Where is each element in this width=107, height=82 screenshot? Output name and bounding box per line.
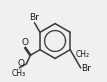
Text: O: O bbox=[21, 38, 28, 47]
Text: Br: Br bbox=[29, 13, 39, 22]
Text: CH₃: CH₃ bbox=[12, 69, 26, 78]
Text: O: O bbox=[18, 59, 25, 68]
Text: CH₂: CH₂ bbox=[76, 50, 90, 59]
Text: Br: Br bbox=[81, 64, 91, 73]
